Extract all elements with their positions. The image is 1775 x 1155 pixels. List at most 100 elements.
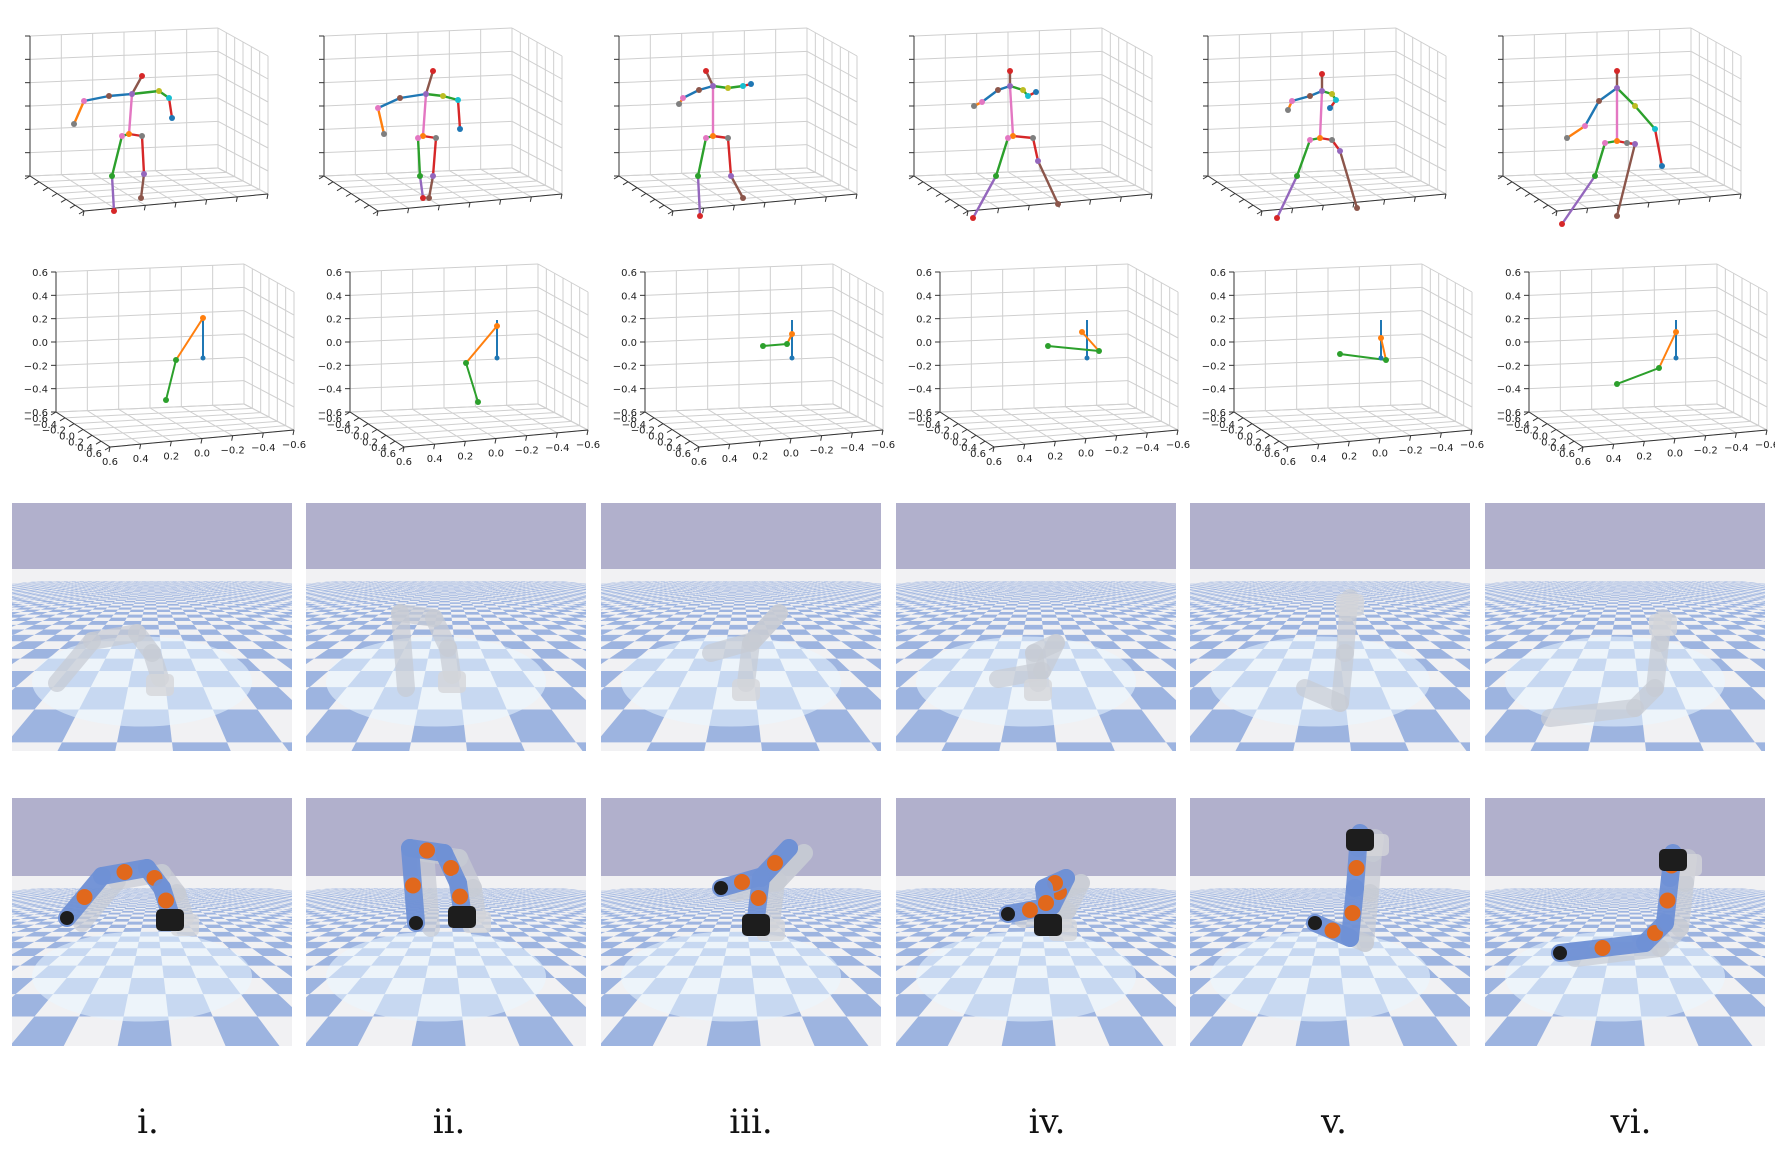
floor-tile: [841, 641, 878, 649]
floor-tile: [534, 687, 586, 710]
floor-tile: [538, 614, 560, 618]
floor-tile: [74, 603, 90, 606]
sky: [601, 503, 881, 569]
y-tick-mark: [345, 193, 352, 197]
skeleton-joint: [81, 98, 87, 104]
floor-tile: [255, 595, 268, 597]
floor-tile: [267, 590, 279, 591]
y-tick-mark: [371, 429, 378, 433]
floor-tile: [546, 599, 562, 601]
floor-tile: [508, 590, 518, 591]
floor-tile: [473, 594, 483, 596]
floor-tile: [423, 588, 430, 589]
floor-tile: [503, 597, 515, 599]
floor-tile: [12, 593, 23, 595]
x-tick-label: 0.0: [488, 449, 504, 460]
floor-tile: [348, 599, 363, 601]
floor-tile: [368, 599, 382, 601]
floor-tile: [245, 589, 255, 591]
floor-tile: [163, 596, 174, 598]
floor-tile: [479, 588, 488, 590]
z-tick-label: 0.6: [32, 268, 48, 279]
floor-tile: [394, 592, 404, 594]
floor-tile: [162, 592, 171, 594]
floor-tile: [99, 597, 111, 599]
floor-tile: [435, 589, 442, 591]
floor-tile: [352, 593, 364, 595]
skeleton-joint: [1007, 83, 1013, 89]
floor-tile: [605, 621, 632, 625]
floor-tile: [54, 599, 69, 601]
skeleton-bone: [1275, 174, 1299, 220]
floor-tile: [418, 600, 430, 603]
x-tick-mark: [1023, 444, 1026, 450]
floor-tile: [431, 595, 441, 597]
floor-tile: [324, 594, 337, 596]
skeleton-bone: [376, 96, 402, 110]
floor-tile: [186, 600, 199, 603]
floor-tile: [48, 598, 63, 600]
z-tick-label: −0.4: [908, 385, 932, 396]
floor-tile: [477, 598, 489, 600]
y-tick-label: −0.4: [622, 420, 646, 431]
y-tick-label: −0.4: [917, 420, 941, 431]
floor-tile: [161, 590, 169, 591]
skeleton-bone: [729, 174, 745, 200]
grid-line: [1234, 180, 1422, 194]
floor-tile: [295, 590, 306, 591]
floor-tile: [439, 598, 450, 600]
floor-tile: [287, 588, 292, 590]
floor-tile: [551, 598, 566, 600]
floor-tile: [601, 641, 635, 649]
floor-tile: [550, 592, 562, 593]
skeleton-joint: [1614, 138, 1620, 144]
floor-tile: [167, 589, 175, 591]
skeleton-joint: [166, 95, 172, 101]
floor-tile: [427, 602, 440, 604]
floor-tile: [68, 595, 81, 597]
z-tick-label: 0.2: [621, 315, 637, 326]
axis-grid: [55, 263, 295, 448]
floor-tile: [0, 621, 10, 625]
floor-tile: [580, 592, 586, 593]
floor-tile: [352, 605, 369, 608]
skeleton-joint: [703, 68, 709, 74]
floor-tile: [84, 592, 95, 594]
robot-link: [439, 639, 461, 684]
grid-line: [671, 416, 859, 430]
x-tick-label: 0.6: [986, 457, 1002, 468]
z-tick-label: 0.2: [32, 315, 48, 326]
floor-tile: [209, 597, 221, 599]
y-tick-mark: [684, 440, 691, 445]
y-tick-mark: [667, 210, 674, 215]
axis-lines: [1202, 35, 1447, 217]
floor-tile: [12, 592, 20, 594]
floor-tile: [34, 599, 49, 601]
y-tick-mark: [1541, 423, 1548, 428]
floor-tile: [166, 588, 174, 589]
floor-tile: [43, 588, 54, 590]
floor-tile: [554, 591, 566, 593]
floor-tile: [89, 602, 103, 604]
floor-tile: [477, 592, 487, 593]
floor-tile: [601, 634, 624, 642]
floor-tile: [369, 609, 387, 612]
x-tick-mark: [1581, 446, 1584, 453]
y-tick-mark: [51, 193, 58, 197]
floor-tile: [291, 599, 292, 600]
y-tick-mark: [33, 181, 40, 186]
grid-line: [1690, 167, 1742, 195]
floor-tile: [111, 602, 125, 604]
floor-tile: [237, 649, 277, 659]
y-tick-label: −0.2: [1220, 426, 1244, 437]
floor-tile: [480, 600, 493, 603]
y-tick-mark: [1568, 440, 1575, 445]
floor-tile: [568, 629, 586, 635]
floor-tile: [92, 590, 101, 591]
floor-tile: [306, 596, 311, 598]
skeleton-bone: [1008, 84, 1015, 138]
floor-tile: [306, 634, 329, 642]
floor-tile: [74, 591, 84, 593]
floor-tile: [12, 634, 35, 642]
floor-tile: [503, 590, 513, 592]
